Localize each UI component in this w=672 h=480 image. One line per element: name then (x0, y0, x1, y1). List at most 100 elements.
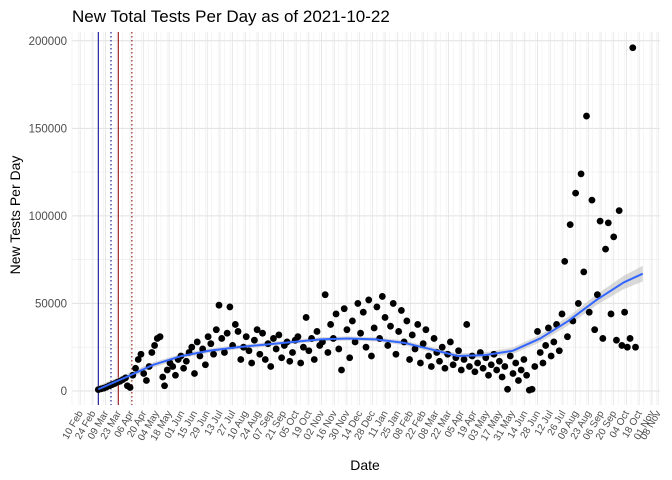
data-point (493, 366, 501, 374)
data-point (223, 329, 231, 337)
data-point (574, 300, 582, 307)
y-axis-ticks: 0 50000 100000 150000 200000 (29, 36, 67, 398)
data-point (607, 310, 615, 318)
data-point (520, 356, 528, 363)
data-point (234, 328, 242, 335)
data-point (159, 373, 167, 381)
data-point (623, 343, 631, 351)
data-point (212, 326, 220, 334)
data-point (544, 324, 552, 332)
data-point (242, 333, 250, 341)
data-point (327, 321, 335, 328)
data-point (406, 356, 413, 363)
data-point (441, 364, 449, 372)
data-point (498, 373, 506, 381)
data-point (182, 357, 190, 365)
data-point (221, 349, 228, 356)
data-point (446, 338, 454, 346)
data-point (515, 377, 522, 384)
data-point (558, 310, 566, 318)
data-point (539, 359, 547, 367)
data-point (528, 385, 536, 393)
data-point (504, 385, 511, 393)
data-point (286, 357, 294, 365)
data-point (218, 335, 226, 342)
data-point (370, 324, 378, 332)
data-point (599, 335, 607, 342)
data-point (237, 356, 245, 363)
data-point (362, 343, 370, 351)
data-point (387, 322, 394, 330)
data-point (561, 258, 569, 265)
data-point (414, 321, 422, 328)
data-point (373, 303, 381, 311)
data-point (324, 349, 332, 356)
data-point (275, 331, 283, 339)
data-point (615, 207, 623, 215)
data-point (368, 352, 375, 360)
data-point (134, 356, 142, 363)
data-point (564, 333, 571, 341)
chart-title: New Total Tests Per Day as of 2021-10-22 (72, 7, 390, 26)
data-point (531, 363, 539, 370)
data-point (188, 343, 196, 351)
data-point (474, 359, 482, 367)
data-point (302, 314, 310, 321)
data-point (313, 328, 321, 335)
data-point (591, 326, 599, 334)
data-point (278, 354, 286, 362)
data-point (354, 300, 362, 307)
data-point (207, 340, 215, 348)
data-point (495, 357, 503, 365)
data-point (438, 343, 446, 351)
data-point (542, 342, 550, 349)
data-point (397, 307, 405, 314)
data-point (132, 364, 139, 372)
data-point (272, 345, 280, 353)
data-point (392, 350, 400, 358)
y-axis-title: New Tests Per Day (7, 156, 23, 275)
data-point (555, 347, 563, 355)
data-point (629, 44, 637, 52)
data-point (204, 333, 212, 341)
data-point (436, 357, 443, 365)
data-point (506, 352, 514, 360)
data-point (340, 305, 348, 313)
data-point (365, 296, 373, 304)
data-point (466, 363, 473, 370)
data-point (346, 354, 354, 362)
data-point (348, 317, 356, 325)
data-point (455, 347, 462, 355)
data-point (156, 333, 164, 341)
data-point (148, 349, 156, 356)
data-point (572, 189, 580, 197)
data-point (250, 336, 258, 344)
data-point (137, 350, 145, 358)
data-point (259, 329, 266, 337)
data-point (359, 308, 367, 316)
data-point (310, 356, 318, 363)
data-point (550, 338, 558, 346)
data-point (536, 349, 544, 356)
data-point (577, 170, 585, 178)
data-point (430, 335, 438, 342)
data-point (512, 359, 520, 367)
data-point (534, 328, 541, 335)
data-point (419, 340, 427, 348)
data-point (449, 361, 457, 369)
x-axis-title: Date (350, 457, 380, 473)
reference-lines (97, 32, 133, 405)
data-point (201, 361, 209, 369)
data-point (143, 377, 150, 384)
data-point (163, 366, 171, 374)
data-point (381, 314, 389, 321)
data-point (351, 338, 359, 346)
data-point (299, 343, 307, 351)
data-point (566, 221, 574, 229)
data-point (580, 268, 588, 276)
data-point (332, 310, 340, 318)
trend-line (97, 272, 644, 391)
data-point (172, 371, 179, 379)
data-point (169, 363, 177, 370)
data-point (403, 317, 411, 325)
